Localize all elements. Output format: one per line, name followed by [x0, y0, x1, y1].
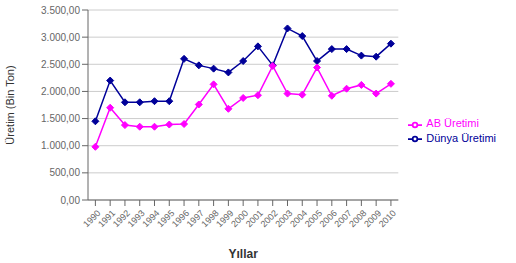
svg-text:1992: 1992	[110, 208, 132, 230]
svg-text:2008: 2008	[347, 208, 369, 230]
svg-text:Yıllar: Yıllar	[228, 247, 258, 261]
svg-text:Üretim (Bin Ton): Üretim (Bin Ton)	[8, 65, 16, 144]
svg-text:1998: 1998	[199, 208, 221, 230]
svg-text:1.000,00: 1.000,00	[41, 140, 80, 151]
svg-text:3.500,00: 3.500,00	[41, 5, 80, 16]
svg-text:2009: 2009	[362, 208, 384, 230]
svg-text:500,00: 500,00	[49, 167, 80, 178]
svg-text:1991: 1991	[96, 208, 118, 230]
svg-text:2010: 2010	[377, 208, 398, 229]
svg-text:2000: 2000	[229, 208, 251, 230]
svg-text:1996: 1996	[169, 208, 192, 230]
svg-text:2.000,00: 2.000,00	[41, 86, 80, 97]
html-text:AB Üretimi: AB Üretimi	[426, 117, 479, 130]
svg-text:1990: 1990	[81, 208, 103, 230]
svg-text:2.500,00: 2.500,00	[41, 59, 80, 70]
svg-text:2006: 2006	[317, 208, 339, 230]
svg-text:1995: 1995	[155, 208, 177, 230]
svg-text:1994: 1994	[140, 208, 162, 230]
svg-text:2001: 2001	[243, 208, 265, 230]
svg-text:2003: 2003	[273, 208, 295, 230]
svg-text:1.500,00: 1.500,00	[41, 113, 80, 124]
html-text:Dünya Üretimi: Dünya Üretimi	[426, 131, 496, 144]
svg-text:1999: 1999	[214, 208, 236, 230]
svg-text:0,00: 0,00	[61, 195, 81, 206]
svg-text:2005: 2005	[302, 208, 325, 230]
svg-text:1997: 1997	[184, 208, 206, 230]
svg-text:2007: 2007	[332, 208, 354, 230]
svg-text:2002: 2002	[258, 208, 280, 230]
svg-text:1993: 1993	[125, 208, 147, 230]
svg-text:2004: 2004	[288, 208, 310, 230]
svg-text:3.000,00: 3.000,00	[41, 32, 80, 43]
